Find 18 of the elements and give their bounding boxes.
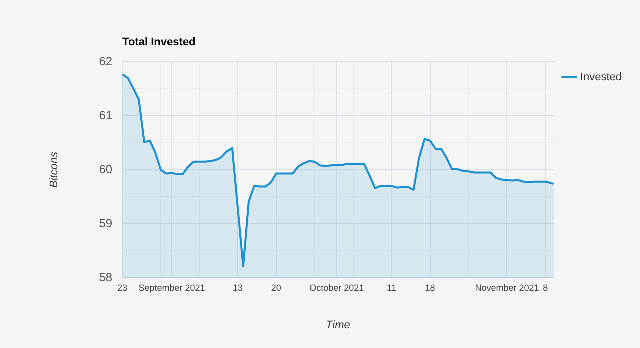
y-tick-label: 62 (99, 54, 113, 68)
legend-label: Invested (580, 72, 622, 84)
y-tick-label: 60 (99, 162, 113, 176)
y-axis-title: Bitcons (48, 151, 61, 188)
x-tick-label: October 2021 (310, 282, 364, 293)
x-tick-label: November 2021 (475, 282, 540, 293)
y-tick-label: 61 (99, 108, 113, 122)
y-tick-label: 58 (99, 270, 113, 284)
x-tick-label: 18 (425, 282, 436, 293)
x-tick-label: 23 (118, 282, 128, 293)
chart-title: Total Invested (122, 36, 196, 49)
x-axis-title: Time (326, 319, 350, 332)
x-tick-label: 11 (387, 282, 396, 293)
x-tick-label: September 2021 (138, 282, 206, 293)
x-tick-label: 13 (232, 282, 243, 293)
y-tick-label: 59 (99, 216, 113, 230)
x-tick-label: 20 (271, 282, 282, 293)
x-tick-label: 8 (543, 282, 548, 293)
